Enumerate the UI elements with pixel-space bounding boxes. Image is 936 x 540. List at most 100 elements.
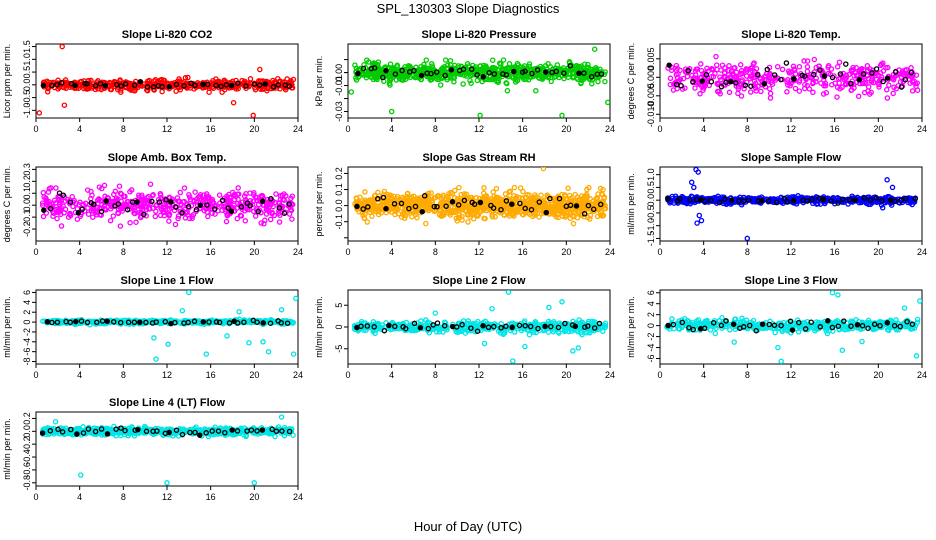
data-point	[587, 327, 594, 333]
data-point	[533, 194, 539, 200]
data-point	[519, 211, 526, 218]
y-tick-label: 0.0	[646, 194, 656, 207]
data-point	[521, 198, 528, 205]
reference-point	[860, 71, 867, 77]
data-point	[565, 185, 571, 192]
data-point	[226, 191, 232, 198]
reference-point	[383, 205, 389, 212]
reference-point	[418, 72, 425, 79]
data-point	[425, 190, 432, 197]
reference-point	[547, 195, 553, 202]
data-point	[880, 60, 886, 66]
data-point	[684, 73, 691, 80]
data-point	[394, 207, 400, 213]
data-point	[751, 60, 757, 66]
x-tick-label: 12	[786, 124, 796, 134]
reference-point	[517, 200, 523, 207]
reference-point	[588, 73, 595, 80]
reference-point	[213, 82, 219, 89]
x-tick-label: 4	[389, 124, 394, 134]
reference-point	[556, 195, 563, 202]
x-tick-label: 20	[873, 124, 883, 134]
reference-point	[204, 81, 211, 88]
data-point	[130, 87, 136, 93]
data-point	[511, 193, 517, 199]
data-point	[837, 85, 843, 92]
panel-3: Slope Li-820 Temp.0 4 8 12 16 20 24-0.010-0.00…	[626, 29, 927, 134]
data-point	[440, 212, 447, 219]
data-point	[235, 185, 241, 191]
data-point	[375, 208, 382, 215]
data-point	[40, 189, 47, 196]
data-point	[806, 86, 813, 92]
data-point	[418, 318, 424, 324]
reference-point	[243, 83, 249, 89]
data-point	[527, 196, 533, 203]
outlier-point	[224, 333, 230, 339]
reference-point	[474, 72, 480, 78]
data-point	[188, 202, 195, 209]
data-point	[114, 86, 121, 93]
reference-point	[179, 210, 185, 216]
data-point	[698, 61, 704, 67]
data-point	[465, 63, 472, 69]
outlier-point	[694, 220, 700, 226]
data-point	[561, 328, 568, 334]
data-point	[466, 211, 472, 218]
outlier-point	[540, 167, 547, 172]
data-point	[598, 68, 605, 75]
outlier-point	[744, 235, 751, 241]
data-point	[96, 184, 103, 190]
data-point	[498, 61, 504, 67]
x-tick-label: 4	[701, 247, 706, 257]
data-point	[580, 65, 587, 71]
data-point	[101, 182, 108, 189]
data-point	[372, 192, 379, 198]
data-point	[767, 95, 774, 101]
data-point	[127, 219, 133, 226]
data-point	[447, 57, 454, 64]
x-tick-label: 0	[345, 247, 350, 257]
data-point	[559, 195, 565, 202]
data-point	[552, 207, 558, 213]
data-point	[94, 197, 101, 203]
data-point	[520, 188, 526, 195]
panel-title: Slope Li-820 Pressure	[422, 29, 537, 41]
data-point	[127, 189, 133, 195]
reference-point	[218, 83, 224, 90]
data-point	[747, 89, 754, 95]
reference-point	[104, 318, 110, 325]
y-tick-label: -0.5	[646, 205, 656, 221]
reference-point	[192, 82, 198, 89]
reference-point	[742, 82, 749, 88]
data-point	[451, 73, 457, 79]
data-point	[514, 207, 521, 213]
reference-point	[676, 196, 683, 202]
data-point	[721, 74, 727, 81]
y-tick-label: -1.0	[646, 218, 656, 234]
x-tick-label: 12	[786, 247, 796, 257]
data-point	[876, 81, 882, 88]
reference-point	[188, 80, 194, 86]
data-point	[117, 223, 124, 229]
reference-point	[92, 82, 99, 89]
x-tick-label: 24	[293, 124, 303, 134]
reference-point	[811, 71, 817, 78]
data-point	[187, 194, 193, 200]
reference-point	[718, 83, 725, 90]
data-point	[415, 196, 422, 202]
data-point	[216, 192, 223, 198]
data-point	[791, 66, 797, 72]
data-point	[868, 73, 875, 79]
data-point	[554, 211, 560, 217]
data-point	[117, 190, 124, 196]
data-point	[911, 78, 917, 84]
data-point	[120, 203, 127, 210]
data-point	[600, 198, 606, 204]
data-point	[717, 91, 723, 97]
data-point	[101, 203, 108, 209]
data-point	[369, 206, 375, 213]
data-points	[665, 167, 919, 241]
y-tick-label: -5	[334, 345, 344, 353]
